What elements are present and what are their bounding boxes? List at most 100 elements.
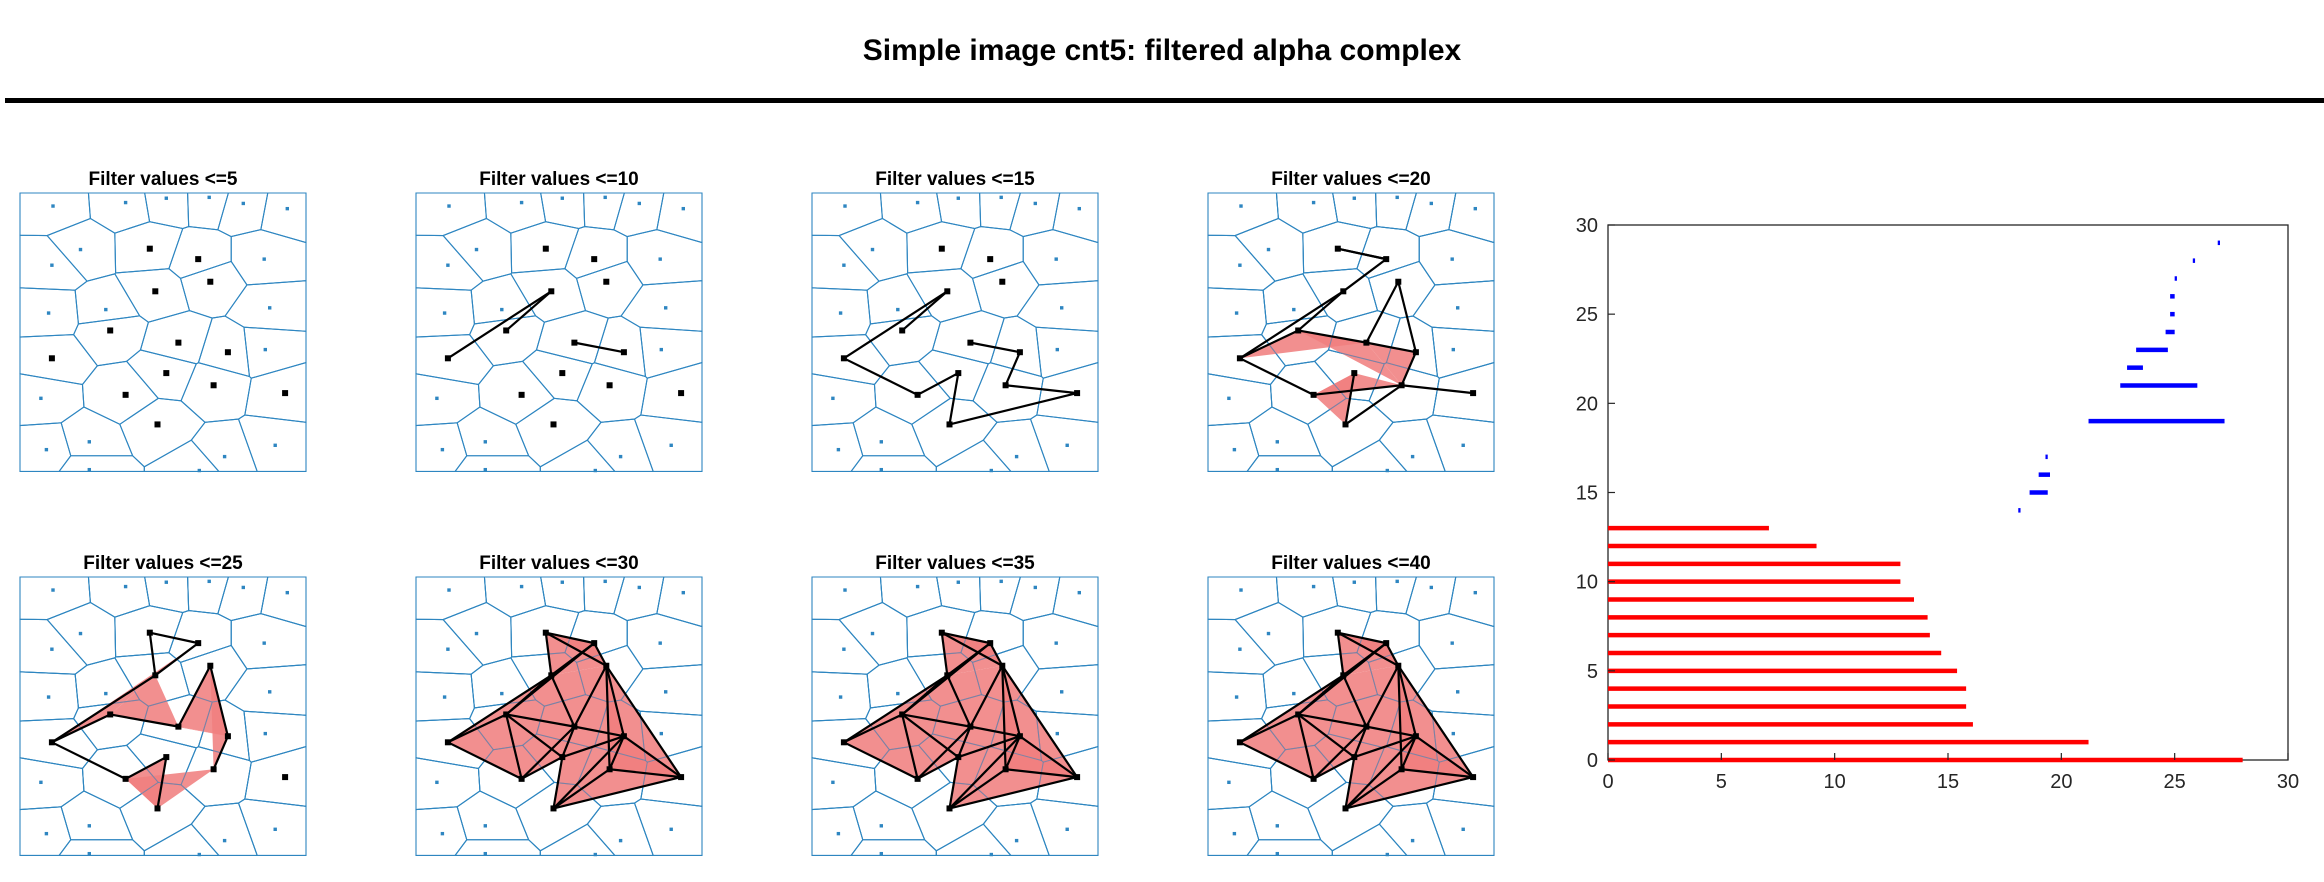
site-marker (1295, 711, 1302, 718)
figure-title: Simple image cnt5: filtered alpha comple… (862, 34, 1462, 67)
boundary-site-marker (1266, 247, 1271, 252)
complex-triangle (125, 769, 214, 809)
boundary-site-marker (1033, 201, 1037, 206)
complex-triangle (902, 675, 971, 727)
boundary-site-marker (87, 440, 91, 444)
complex-edge (843, 357, 919, 396)
voronoi-cell (1331, 439, 1409, 472)
voronoi-cell-overlay (510, 605, 580, 658)
complex-edge (505, 290, 553, 332)
voronoi-cell-overlay (873, 744, 951, 809)
voronoi-cell (1029, 414, 1099, 472)
voronoi-cell-overlay (1425, 798, 1495, 856)
voronoi-cell (935, 439, 1013, 472)
complex-edge (550, 674, 576, 728)
boundary-site-marker (1227, 396, 1231, 401)
boundary-site-marker (1239, 588, 1243, 592)
voronoi-cell-overlay (633, 798, 703, 856)
panel-title: Filter values <=25 (83, 553, 243, 574)
site-marker (542, 245, 549, 252)
voronoi-cell-overlay (838, 601, 909, 666)
boundary-site-marker (87, 467, 91, 472)
x-tick-label: 0 (1602, 771, 1613, 793)
boundary-site-marker (51, 588, 55, 592)
site-marker (559, 370, 566, 377)
site-marker (154, 421, 161, 428)
voronoi-cell-overlay (935, 823, 1012, 856)
complex-edge (156, 756, 168, 809)
complex-edge (1336, 632, 1345, 676)
site-marker (678, 390, 685, 397)
voronoi-cell-overlay (454, 839, 541, 856)
boundary-site-marker (483, 824, 487, 828)
complex-edge (1004, 351, 1021, 386)
voronoi-cell-overlay (224, 664, 307, 716)
boundary-site-marker (285, 590, 289, 595)
boundary-site-marker (1461, 443, 1465, 447)
voronoi-cell-overlay (1418, 229, 1495, 286)
boundary-site-marker (637, 585, 641, 590)
complex-edge (917, 756, 959, 780)
boundary-site-marker (843, 588, 847, 592)
site-marker (1002, 766, 1009, 773)
complex-edge (605, 665, 625, 737)
complex-edge (447, 674, 552, 744)
site-marker (1310, 775, 1317, 782)
complex-edge (506, 713, 575, 728)
voronoi-cell-overlay (1332, 576, 1378, 614)
voronoi-cell-overlay (1356, 610, 1420, 663)
boundary-site-marker (879, 851, 883, 856)
voronoi-cell-overlay (119, 781, 206, 852)
voronoi-cell-overlay (1262, 657, 1329, 709)
voronoi-cell-overlay (1261, 315, 1337, 367)
complex-triangle (551, 665, 607, 727)
complex-edge (505, 713, 563, 758)
complex-edge (957, 735, 1021, 759)
voronoi-cell-overlay (1207, 287, 1267, 338)
boundary-site-marker (1232, 831, 1237, 836)
site-marker (1340, 288, 1347, 295)
voronoi-cell-overlay (510, 652, 587, 707)
voronoi-cell-overlay (1261, 699, 1337, 751)
voronoi-cell (539, 439, 617, 472)
boundary-site-marker (842, 647, 846, 651)
boundary-site-marker (440, 447, 445, 452)
boundary-site-marker (1275, 824, 1279, 828)
site-marker (840, 355, 847, 362)
boundary-site-marker (669, 827, 673, 831)
voronoi-cell-overlay (1207, 806, 1260, 856)
complex-edge (1353, 726, 1368, 758)
boundary-site-marker (1473, 206, 1477, 211)
voronoi-cell-overlay (19, 671, 79, 722)
boundary-site-marker (1311, 584, 1316, 589)
voronoi-cell-overlay (87, 576, 151, 618)
voronoi-cell (539, 823, 617, 856)
voronoi-cell-overlay (917, 733, 989, 786)
voronoi-cell-overlay (73, 699, 149, 751)
voronoi-cell-overlay (626, 613, 703, 670)
site-marker (967, 339, 974, 346)
voronoi-cell (1425, 798, 1495, 856)
voronoi-cell-overlay (1356, 226, 1420, 279)
complex-edge (1004, 735, 1021, 770)
boundary-site-marker (207, 195, 211, 200)
voronoi-cell-overlay (540, 576, 586, 614)
voronoi-cell-overlay (1431, 710, 1495, 763)
y-tick-label: 15 (1576, 483, 1598, 505)
complex-edge (593, 642, 608, 667)
site-marker (282, 390, 289, 397)
voronoi-cell-overlay (415, 757, 481, 811)
voronoi-cell-overlay (989, 699, 1043, 762)
voronoi-cell-overlay (46, 601, 117, 666)
voronoi-cell-overlay (640, 745, 703, 807)
voronoi-cell-overlay (583, 576, 626, 615)
x-tick-label: 10 (1824, 771, 1846, 793)
voronoi-cell-overlay (243, 710, 307, 763)
boundary-site-marker (879, 467, 883, 472)
complex-edge (544, 632, 553, 676)
site-marker (603, 278, 610, 285)
voronoi-cell-overlay (1009, 576, 1061, 622)
site-marker (207, 278, 214, 285)
boundary-site-marker (1292, 307, 1296, 312)
voronoi-cell-overlay (74, 657, 141, 709)
